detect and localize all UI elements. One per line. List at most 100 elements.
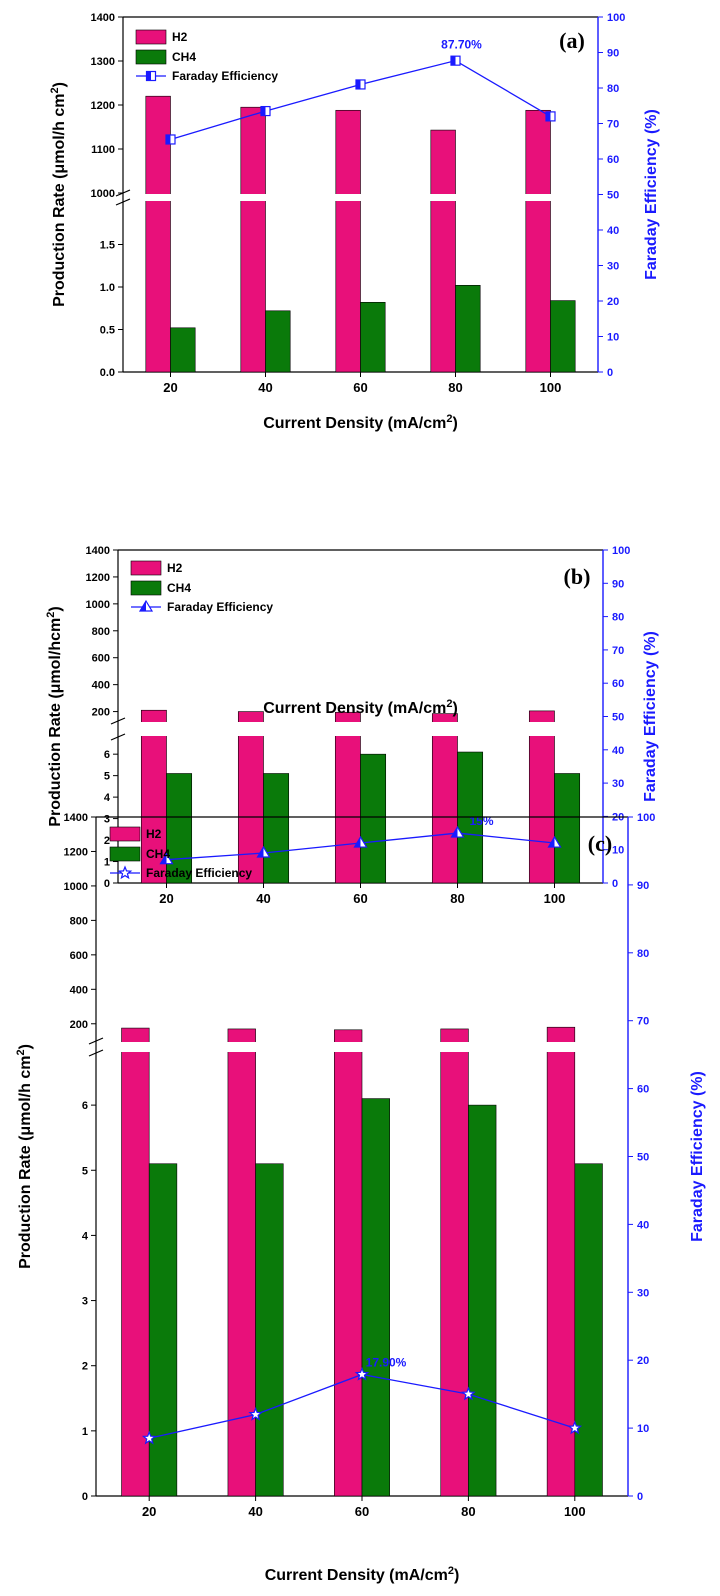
- annotation-label: 17.90%: [366, 1355, 407, 1369]
- x-tick-label: 20: [163, 380, 177, 395]
- y-tick-label: 600: [92, 653, 110, 665]
- y-tick-label: 1000: [64, 881, 88, 893]
- x-tick-label: 100: [564, 1504, 586, 1519]
- y-tick-label: 1400: [64, 812, 88, 824]
- annotation-label: 15%: [469, 814, 493, 828]
- h2-bar: [240, 106, 266, 373]
- legend-label-ch4: CH4: [167, 581, 191, 595]
- faraday-efficiency-point-fill: [160, 853, 167, 864]
- legend-label-h2: H2: [146, 827, 162, 841]
- y-tick-label: 1200: [64, 846, 88, 858]
- ch4-bar: [574, 1163, 603, 1497]
- y-tick-label: 1400: [91, 12, 115, 24]
- y-tick-label: 2: [82, 1361, 88, 1373]
- faraday-efficiency-point-fill: [451, 827, 458, 838]
- y2-tick-label: 10: [607, 332, 619, 344]
- legend-label-fe: Faraday Efficiency: [172, 69, 278, 83]
- legend-label-h2: H2: [167, 561, 183, 575]
- x-tick-label: 40: [256, 891, 270, 906]
- faraday-efficiency-point: [354, 1366, 370, 1381]
- x-tick-label: 40: [248, 1504, 262, 1519]
- axis-break-mark: [88, 1037, 104, 1045]
- y-tick-label: 600: [70, 950, 88, 962]
- faraday-efficiency-point-fill: [451, 56, 456, 66]
- legend-label-h2: H2: [172, 30, 188, 44]
- faraday-efficiency-point-fill: [261, 106, 266, 116]
- h2-bar: [431, 713, 458, 884]
- y2-tick-label: 80: [637, 948, 649, 960]
- y-axis-title: Production Rate (μmol/h cm2): [15, 1044, 34, 1269]
- y2-tick-label: 60: [607, 154, 619, 166]
- y-tick-label: 800: [70, 915, 88, 927]
- ch4-bar: [148, 1163, 178, 1497]
- faraday-efficiency-point-fill: [354, 837, 361, 848]
- y-tick-label: 3: [104, 814, 110, 826]
- y2-tick-label: 90: [607, 48, 619, 60]
- x-tick-label: 60: [353, 380, 367, 395]
- y2-tick-label: 60: [637, 1084, 649, 1096]
- legend-swatch-ch4: [109, 846, 141, 862]
- h2-bar: [140, 709, 167, 884]
- panel-label: (b): [564, 564, 591, 589]
- y-axis-title: Production Rate (μmol/hcm2): [45, 606, 64, 826]
- axis-break-mark: [88, 1049, 104, 1057]
- legend-label-fe: Faraday Efficiency: [146, 866, 252, 880]
- x-tick-label: 80: [448, 380, 462, 395]
- y-tick-label: 200: [92, 707, 110, 719]
- faraday-efficiency-point-fill: [166, 134, 171, 144]
- y2-tick-label: 40: [612, 745, 624, 757]
- h2-bar: [335, 109, 361, 373]
- legend-swatch-h2: [130, 560, 162, 576]
- y2-tick-label: 30: [607, 261, 619, 273]
- ch4-bar: [550, 300, 576, 373]
- x-tick-label: 60: [355, 1504, 369, 1519]
- y-tick-label: 1: [104, 857, 110, 869]
- y2-axis-title: Faraday Efficiency (%): [643, 109, 660, 280]
- y-tick-label: 1300: [91, 56, 115, 68]
- legend-label-ch4: CH4: [172, 50, 196, 64]
- y2-tick-label: 40: [637, 1219, 649, 1231]
- x-tick-label: 80: [461, 1504, 475, 1519]
- x-tick-label: 100: [540, 380, 562, 395]
- axis-break-gap: [97, 1042, 627, 1052]
- h2-bar: [430, 129, 456, 373]
- legend-swatch-ch4: [130, 580, 162, 596]
- y-tick-label: 1000: [91, 188, 115, 200]
- y2-tick-label: 50: [607, 190, 619, 202]
- ch4-bar: [166, 773, 193, 884]
- y2-tick-label: 90: [612, 578, 624, 590]
- ch4-bar: [468, 1104, 497, 1497]
- y2-tick-label: 20: [637, 1355, 649, 1367]
- annotation-label: 87.70%: [441, 38, 482, 52]
- h2-bar: [227, 1028, 256, 1497]
- chart-panel-1: 1000 1100 1200 1300 1400 0.0 0.5 1.0 1.5 0 10 20 30 4…: [49, 12, 660, 432]
- x-tick-label: 100: [544, 891, 566, 906]
- y2-tick-label: 30: [637, 1287, 649, 1299]
- ch4-bar: [255, 1163, 284, 1497]
- legend-label-fe: Faraday Efficiency: [167, 600, 273, 614]
- y-tick-label: 1: [82, 1426, 88, 1438]
- ch4-bar: [455, 284, 481, 373]
- ch4-bar: [361, 1098, 390, 1497]
- ch4-bar: [360, 753, 387, 884]
- x-tick-label: 60: [353, 891, 367, 906]
- y-axis-title: Production Rate (μmol/h cm2): [49, 82, 68, 307]
- h2-bar: [546, 1026, 576, 1497]
- y-tick-label: 4: [82, 1230, 89, 1242]
- y2-tick-label: 10: [637, 1423, 649, 1435]
- x-tick-label: 80: [450, 891, 464, 906]
- faraday-efficiency-point: [248, 1406, 263, 1421]
- ch4-bar: [360, 301, 386, 373]
- y2-tick-label: 80: [612, 612, 624, 624]
- y-tick-label: 1200: [91, 100, 115, 112]
- h2-bar: [525, 109, 551, 373]
- y2-tick-label: 100: [637, 812, 655, 824]
- x-tick-label: 20: [142, 1504, 156, 1519]
- axis-break-mark: [115, 198, 131, 206]
- h2-bar: [334, 711, 361, 884]
- legend-marker-fe-fill: [140, 601, 146, 611]
- h2-bar: [440, 1028, 469, 1497]
- y2-tick-label: 100: [607, 12, 625, 24]
- y-tick-label: 5: [82, 1165, 88, 1177]
- y2-tick-label: 70: [607, 119, 619, 131]
